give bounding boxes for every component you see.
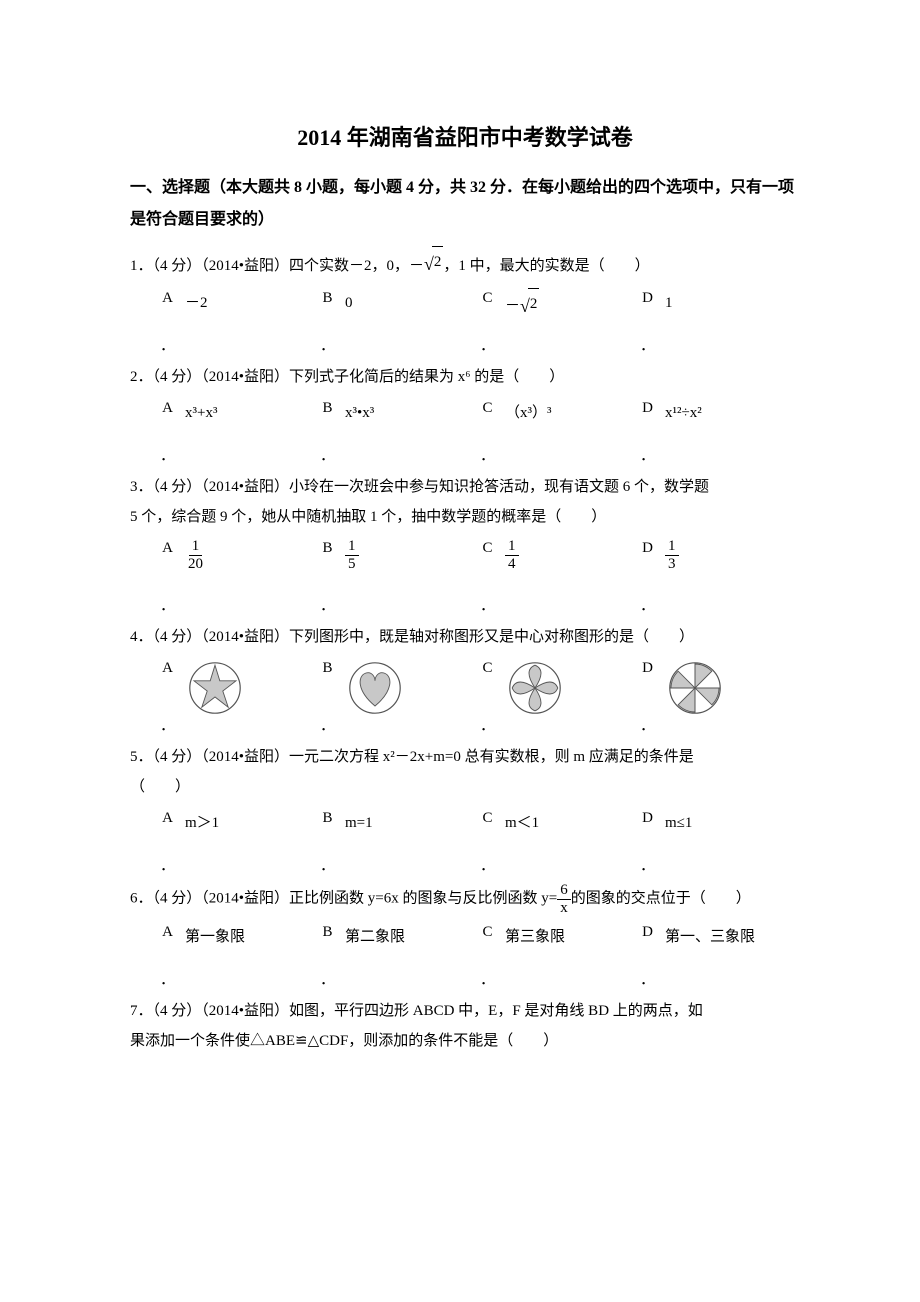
- fraction: 15: [345, 538, 359, 572]
- heart-icon: [345, 658, 405, 718]
- question-2: 2．（4 分）（2014•益阳）下列式子化简后的结果为 x⁶ 的是（ ） A． …: [130, 362, 800, 464]
- question-7: 7．（4 分）（2014•益阳）如图，平行四边形 ABCD 中，E，F 是对角线…: [130, 996, 800, 1056]
- q4-option-d: D．: [640, 658, 800, 734]
- q2-option-c: C． （x³）³: [480, 398, 640, 464]
- q5-option-d: D． m≤1: [640, 808, 800, 874]
- fraction: 120: [185, 538, 206, 572]
- q6-option-b: B． 第二象限: [320, 922, 480, 988]
- star-icon: [185, 658, 245, 718]
- question-1: 1．（4 分）（2014•益阳）四个实数－2，0，－√2，1 中，最大的实数是（…: [130, 246, 800, 354]
- exam-title: 2014 年湖南省益阳市中考数学试卷: [130, 120, 800, 152]
- q7-text: 7．（4 分）（2014•益阳）如图，平行四边形 ABCD 中，E，F 是对角线…: [130, 996, 800, 1056]
- section-1-header: 一、选择题（本大题共 8 小题，每小题 4 分，共 32 分．在每小题给出的四个…: [130, 172, 800, 236]
- q1-text: 1．（4 分）（2014•益阳）四个实数－2，0，－√2，1 中，最大的实数是（…: [130, 246, 800, 282]
- fraction: 14: [505, 538, 519, 572]
- question-3: 3．（4 分）（2014•益阳）小玲在一次班会中参与知识抢答活动，现有语文题 6…: [130, 472, 800, 614]
- q2-text: 2．（4 分）（2014•益阳）下列式子化简后的结果为 x⁶ 的是（ ）: [130, 362, 800, 392]
- q4-options: A． B． C．: [130, 658, 800, 734]
- q5-options: A． m＞1 B． m=1 C． m＜1 D． m≤1: [130, 808, 800, 874]
- q5-option-c: C． m＜1: [480, 808, 640, 874]
- q3-option-c: C． 14: [480, 538, 640, 614]
- q3-option-a: A． 120: [160, 538, 320, 614]
- q4-text: 4．（4 分）（2014•益阳）下列图形中，既是轴对称图形又是中心对称图形的是（…: [130, 622, 800, 652]
- q6-option-c: C． 第三象限: [480, 922, 640, 988]
- q1-option-c: C． －√2: [480, 288, 640, 354]
- fraction: 13: [665, 538, 679, 572]
- q3-option-b: B． 15: [320, 538, 480, 614]
- question-4: 4．（4 分）（2014•益阳）下列图形中，既是轴对称图形又是中心对称图形的是（…: [130, 622, 800, 734]
- q1-option-a: A． －2: [160, 288, 320, 354]
- q6-option-d: D． 第一、三象限: [640, 922, 800, 988]
- q6-option-a: A． 第一象限: [160, 922, 320, 988]
- q3-option-d: D． 13: [640, 538, 800, 614]
- clover-icon: [505, 658, 565, 718]
- q1-option-b: B． 0: [320, 288, 480, 354]
- q4-option-c: C．: [480, 658, 640, 734]
- q3-options: A． 120 B． 15 C． 14 D． 13: [130, 538, 800, 614]
- fraction: 6x: [557, 882, 571, 916]
- q2-option-b: B． x³•x³: [320, 398, 480, 464]
- question-5: 5．（4 分）（2014•益阳）一元二次方程 x²－2x+m=0 总有实数根，则…: [130, 742, 800, 874]
- q2-option-a: A． x³+x³: [160, 398, 320, 464]
- q3-text: 3．（4 分）（2014•益阳）小玲在一次班会中参与知识抢答活动，现有语文题 6…: [130, 472, 800, 532]
- q2-options: A． x³+x³ B． x³•x³ C． （x³）³ D． x¹²÷x²: [130, 398, 800, 464]
- q1-options: A． －2 B． 0 C． －√2 D． 1: [130, 288, 800, 354]
- q4-option-a: A．: [160, 658, 320, 734]
- q5-option-b: B． m=1: [320, 808, 480, 874]
- q4-option-b: B．: [320, 658, 480, 734]
- q6-options: A． 第一象限 B． 第二象限 C． 第三象限 D． 第一、三象限: [130, 922, 800, 988]
- q6-text: 6．（4 分）（2014•益阳）正比例函数 y=6x 的图象与反比例函数 y=6…: [130, 882, 800, 916]
- sqrt-icon: √2: [424, 246, 443, 282]
- q1-option-d: D． 1: [640, 288, 800, 354]
- sqrt-icon: √2: [520, 288, 539, 324]
- q5-text: 5．（4 分）（2014•益阳）一元二次方程 x²－2x+m=0 总有实数根，则…: [130, 742, 800, 802]
- q2-option-d: D． x¹²÷x²: [640, 398, 800, 464]
- q5-option-a: A． m＞1: [160, 808, 320, 874]
- question-6: 6．（4 分）（2014•益阳）正比例函数 y=6x 的图象与反比例函数 y=6…: [130, 882, 800, 988]
- pinwheel-icon: [665, 658, 725, 718]
